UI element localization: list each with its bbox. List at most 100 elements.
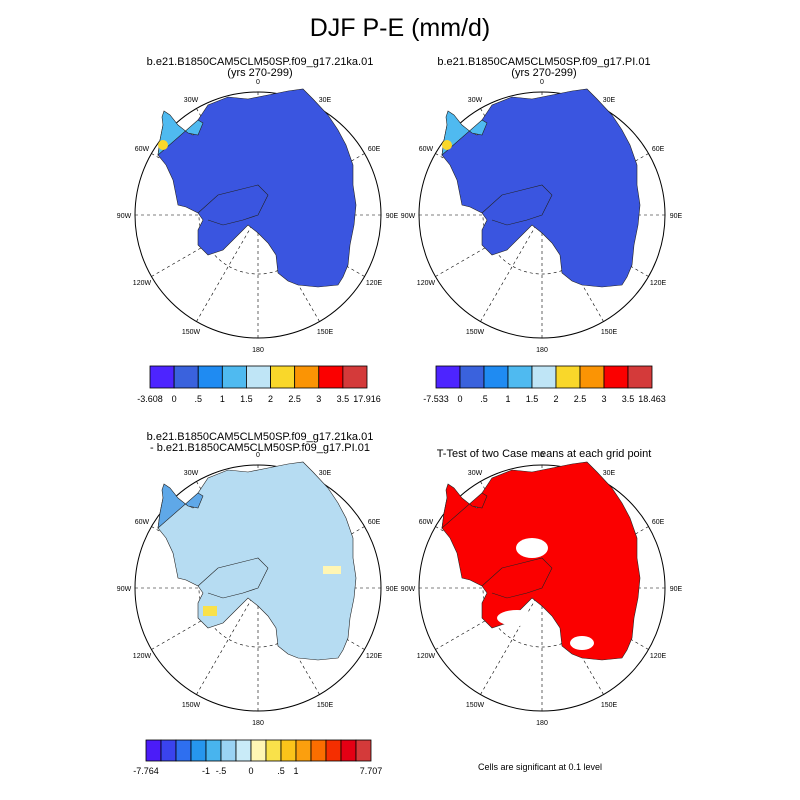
- meridian-line: [480, 587, 543, 695]
- colorbar-label: -7.533: [423, 394, 449, 404]
- colorbar-2: -7.533 0 .5 1 1.5 2 2.5 3 3.5 18.463: [423, 365, 666, 404]
- antarctica-field: [157, 461, 357, 661]
- colorbar-label: 3: [601, 394, 606, 404]
- meridian-line: [541, 153, 649, 216]
- colorbar-swatch: [507, 365, 533, 389]
- meridian-line: [435, 587, 543, 650]
- peninsula-field: [441, 110, 488, 156]
- colorbar-label: 1: [293, 766, 298, 776]
- positive-anomaly-patch: [203, 606, 217, 616]
- longitude-label: 30W: [184, 97, 199, 104]
- significance-note: Cells are significant at 0.1 level: [477, 762, 603, 772]
- colorbar-label: 3.5: [337, 394, 350, 404]
- panel-2-title: b.e21.B1850CAM5CLM50SP.f09_g17.PI.01 (yr…: [394, 57, 694, 79]
- antarctica-field: [157, 88, 357, 288]
- colorbar-swatch: [235, 739, 252, 762]
- non-significant-area: [570, 636, 594, 650]
- longitude-label: 180: [252, 720, 264, 727]
- peninsula-field: [157, 110, 204, 156]
- colorbar-swatch: [483, 365, 509, 389]
- longitude-label: 180: [252, 347, 264, 354]
- colorbar-swatch: [294, 365, 320, 389]
- longitude-label: 150E: [317, 702, 334, 709]
- meridian-line: [541, 214, 649, 277]
- longitude-label: 90E: [670, 586, 683, 593]
- longitude-label: 120W: [133, 653, 152, 660]
- longitude-label: 120W: [133, 280, 152, 287]
- colorbar-label: 2: [268, 394, 273, 404]
- ice-shelf-outline: [197, 184, 269, 226]
- meridian-line: [196, 108, 259, 216]
- longitude-label: 30E: [603, 470, 616, 477]
- colorbar-label: 1: [220, 394, 225, 404]
- longitude-label: 120W: [417, 653, 436, 660]
- meridian-line: [541, 587, 604, 695]
- colorbar-label: 7.707: [360, 766, 383, 776]
- longitude-label: 180: [536, 347, 548, 354]
- panel-2-title-line2: (yrs 270-299): [511, 67, 577, 79]
- meridian-line: [257, 587, 365, 650]
- colorbar-label: 17.916: [353, 394, 381, 404]
- map-boundary-circle: [134, 91, 382, 339]
- panel-1-title-line1: b.e21.B1850CAM5CLM50SP.f09_g17.21ka.01: [146, 56, 374, 68]
- meridian-line: [435, 153, 543, 216]
- meridian-line: [257, 214, 365, 277]
- colorbar-swatch: [325, 739, 342, 762]
- colorbar-label: -3.608: [137, 394, 163, 404]
- panel-2-title-line1: b.e21.B1850CAM5CLM50SP.f09_g17.PI.01: [437, 56, 651, 68]
- colorbar-swatch: [160, 739, 177, 762]
- colorbar-swatch: [603, 365, 629, 389]
- longitude-label: 120E: [650, 280, 667, 287]
- longitude-label: 60W: [135, 146, 150, 153]
- positive-anomaly-patch: [323, 566, 341, 574]
- longitude-label: 150E: [317, 329, 334, 336]
- colorbar-label: 0: [172, 394, 177, 404]
- ice-shelf-outline: [481, 184, 553, 226]
- colorbar-label: 0: [457, 394, 462, 404]
- longitude-label: 90E: [386, 213, 399, 220]
- panel-1-title: b.e21.B1850CAM5CLM50SP.f09_g17.21ka.01 (…: [110, 57, 410, 79]
- longitude-label: 60W: [419, 146, 434, 153]
- colorbar-swatch: [340, 739, 357, 762]
- panel-3-title-line1: b.e21.B1850CAM5CLM50SP.f09_g17.21ka.01: [146, 431, 374, 443]
- colorbar-label: 3: [316, 394, 321, 404]
- meridian-line: [435, 526, 543, 589]
- colorbar-swatch: [220, 739, 237, 762]
- colorbar-label: .5: [194, 394, 202, 404]
- meridian-line: [257, 108, 320, 216]
- colorbar-swatch: [205, 739, 222, 762]
- meridian-line: [541, 526, 649, 589]
- meridian-line: [151, 587, 259, 650]
- longitude-label: 150E: [601, 329, 618, 336]
- colorbar-label: 1.5: [240, 394, 253, 404]
- colorbar-label: 0: [248, 766, 253, 776]
- colorbar-swatch: [265, 739, 282, 762]
- colorbar-1: -3.608 0 .5 1 1.5 2 2.5 3 3.5 17.916: [137, 365, 381, 404]
- panel-4-title: T-Test of two Case means at each grid po…: [394, 449, 694, 460]
- colorbar-swatch: [246, 365, 271, 389]
- antarctica-field: [441, 461, 641, 661]
- colorbar-swatch: [342, 365, 368, 389]
- latitude-line: [198, 528, 318, 648]
- meridian-line: [541, 481, 604, 589]
- colorbar-swatch: [270, 365, 296, 389]
- colorbar-swatch: [221, 365, 247, 389]
- longitude-label: 60E: [368, 519, 381, 526]
- meridian-line: [196, 587, 259, 695]
- meridian-line: [541, 587, 649, 650]
- map-boundary-circle: [418, 464, 666, 712]
- meridian-line: [257, 526, 365, 589]
- colorbar-swatch: [355, 739, 372, 762]
- colorbar-label: -7.764: [133, 766, 159, 776]
- meridian-line: [480, 214, 543, 322]
- colorbar-label: -.5: [216, 766, 227, 776]
- ice-shelf-outline: [197, 557, 269, 599]
- map-boundary-circle: [418, 91, 666, 339]
- meridian-line: [541, 214, 604, 322]
- longitude-label: 90W: [117, 586, 132, 593]
- longitude-label: 30E: [603, 97, 616, 104]
- colorbar-3: -7.764 -1 -.5 0 .5 1 7.707: [133, 739, 383, 776]
- meridian-line: [257, 481, 320, 589]
